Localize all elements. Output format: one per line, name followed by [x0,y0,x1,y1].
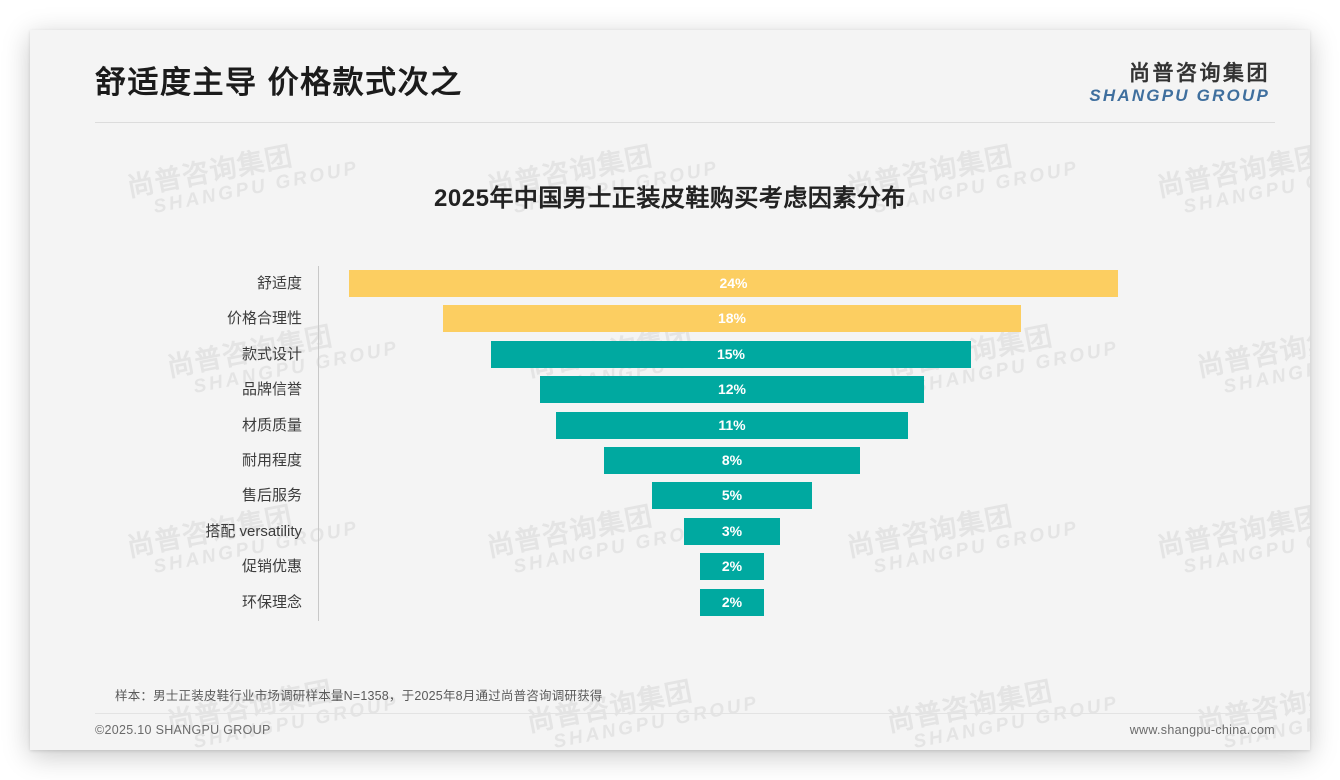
chart-row: 品牌信誉 12% [30,372,1310,407]
bar-segment[interactable] [700,588,764,616]
bar-segment[interactable] [604,447,860,474]
category-label: 售后服务 [241,487,302,505]
bar-segment[interactable] [684,517,780,545]
chart-row: 价格合理性 18% [30,301,1310,336]
category-label: 耐用程度 [241,452,302,469]
brand-logo: 尚普咨询集团 SHANGPU GROUP [1089,62,1270,106]
header-divider [95,122,1275,123]
category-axis-line [318,266,319,621]
chart-title: 2025年中国男士正装皮鞋购买考虑因素分布 [434,185,906,212]
website-link[interactable]: www.shangpu-china.com [1129,723,1275,737]
bar-segment[interactable] [349,270,1118,297]
bar-value-label: 24% [719,275,748,291]
chart-row: 材质质量 11% [30,408,1310,443]
bar-value-label: 15% [716,345,746,362]
category-label: 品牌信誉 [241,381,302,399]
chart-row: 舒适度 24% [30,266,1310,301]
chart-row: 搭配 versatility 3% [30,514,1310,549]
chart-row: 耐用程度 8% [30,443,1310,478]
bar-segment[interactable] [556,411,908,439]
sample-footnote: 样本：男士正装皮鞋行业市场调研样本量N=1358，于2025年8月通过尚普咨询调… [115,689,603,703]
category-label: 促销优惠 [241,558,302,576]
bar-value-label: 12% [717,381,747,398]
slide-footer: ©2025.10 SHANGPU GROUP www.shangpu-china… [30,713,1310,750]
chart-row: 售后服务 5% [30,478,1310,513]
bar-segment[interactable] [700,553,764,581]
slide-header: 舒适度主导 价格款式次之 尚普咨询集团 SHANGPU GROUP [30,30,1310,123]
chart-area: 2025年中国男士正装皮鞋购买考虑因素分布 舒适度 24% 价格合理性 18% 款式设计… [30,123,1310,663]
slide-card: 尚普咨询集团 SHANGPU GROUP 尚普咨询集团 SHANGPU GROUP 尚普… [30,30,1310,750]
chart-row: 款式设计 15% [30,337,1310,372]
copyright-text: ©2025.10 SHANGPU GROUP [95,723,271,737]
bar-value-label: 3% [721,522,743,539]
category-label: 材质质量 [241,416,302,434]
page-title: 舒适度主导 价格款式次之 [95,65,463,100]
bar-value-label: 5% [721,487,743,504]
bar-segment[interactable] [491,340,971,368]
bar-value-label: 11% [718,416,746,433]
chart-row: 促销优惠 2% [30,549,1310,584]
bar-value-label: 2% [721,593,743,610]
bar-value-label: 18% [717,310,747,327]
footer-divider [95,713,1275,714]
category-label: 搭配 versatility [205,522,302,540]
category-label: 价格合理性 [226,310,302,328]
category-label: 款式设计 [241,345,302,363]
category-label: 舒适度 [256,275,302,292]
funnel-bar-chart: 舒适度 24% 价格合理性 18% 款式设计 15% 品牌信誉 12% 材质质量 11% 耐用程度 8… [30,266,1310,631]
bar-segment[interactable] [443,305,1021,333]
bar-segment[interactable] [652,482,812,510]
bar-value-label: 2% [721,558,743,575]
category-label: 环保理念 [241,593,302,611]
bar-value-label: 8% [721,452,743,468]
logo-english-name: SHANGPU GROUP [1089,86,1270,106]
logo-chinese-name: 尚普咨询集团 [1129,62,1270,85]
chart-row: 环保理念 2% [30,585,1310,620]
bar-segment[interactable] [540,376,924,404]
